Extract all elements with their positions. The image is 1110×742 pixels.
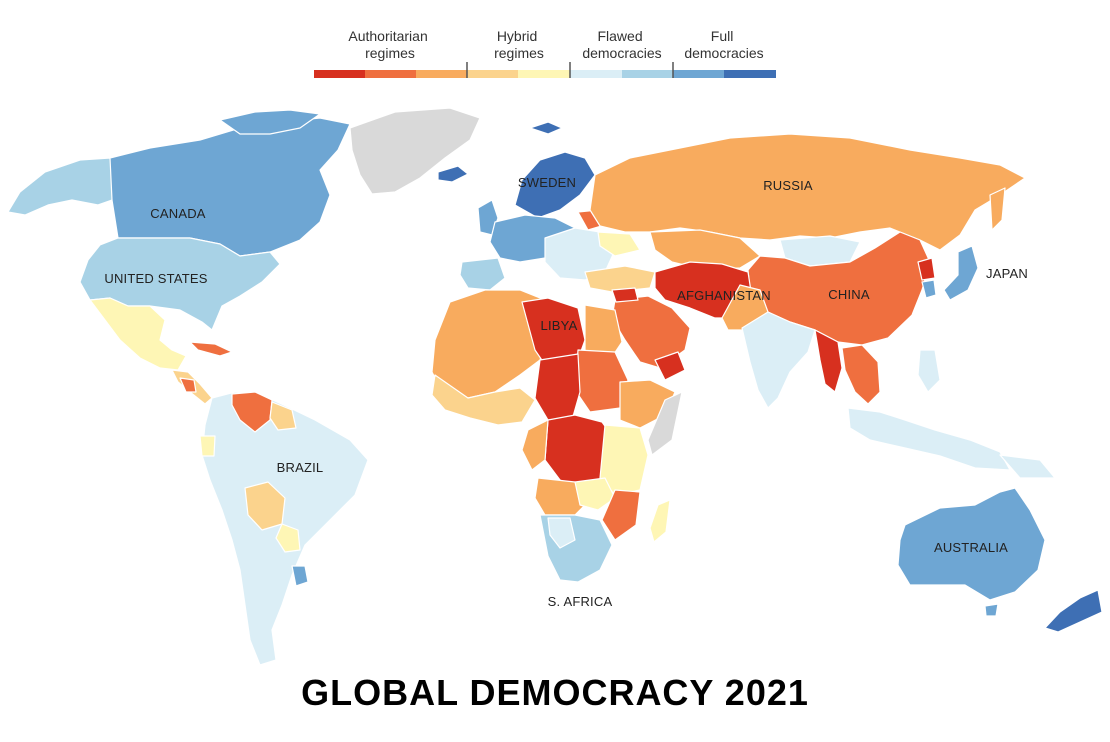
legend-label-hybrid: Hybrid regimes [494,28,544,61]
label-brazil: BRAZIL [277,460,324,475]
region-australia [897,487,1046,601]
legend-label-full-line2: democracies [684,45,763,61]
legend-swatch-9 [724,70,776,78]
legend-swatch-3 [416,70,467,78]
region-united-states [79,237,281,331]
region-japan [943,245,979,301]
region-egypt [584,304,623,361]
region-zambia [574,477,616,511]
region-north-africa-west [431,289,551,399]
region-scandinavia [514,151,596,219]
region-ecuador [199,435,216,457]
legend-swatch-8 [673,70,724,78]
region-philippines [917,349,941,393]
label-s-africa: S. AFRICA [548,594,613,609]
region-guianas [269,401,297,431]
region-turkey [584,265,656,293]
landmasses [7,107,1103,666]
map-labels: CANADA UNITED STATES BRAZIL SWEDEN RUSSI… [104,175,1028,609]
legend-swatch-1 [314,70,365,78]
legend-dividers [466,62,674,78]
region-central-west [521,419,549,471]
region-new-zealand [1044,589,1103,633]
region-uruguay [291,565,309,587]
region-mexico [89,297,187,371]
legend-label-authoritarian: Authoritarian regimes [348,28,431,61]
legend-swatch-4 [467,70,518,78]
region-png [999,454,1056,479]
label-united-states: UNITED STATES [104,271,207,286]
legend-label-flawed: Flawed democracies [582,28,661,61]
region-greenland [349,107,481,195]
legend-swatch-6 [570,70,622,78]
page-title: GLOBAL DEMOCRACY 2021 [301,672,809,713]
region-se-asia-islands [847,407,1011,471]
region-south-korea [921,279,937,299]
label-libya: LIBYA [541,318,578,333]
region-se-asia-mainland [841,344,881,405]
region-east-africa [599,424,649,496]
legend-swatch-2 [365,70,416,78]
region-mozambique [601,489,641,541]
region-iceland [437,165,469,183]
legend-label-hybrid-line2: regimes [494,45,544,61]
label-canada: CANADA [150,206,206,221]
region-venezuela [231,391,273,433]
region-somalia [647,391,683,456]
legend-label-full-line1: Full [711,28,734,44]
region-north-korea [917,257,936,281]
legend-label-authoritarian-line1: Authoritarian [348,28,427,44]
region-canada-islands [219,109,321,135]
region-nicaragua [179,377,197,393]
label-russia: RUSSIA [763,178,813,193]
region-iberia [459,257,506,291]
region-russia [589,133,1026,251]
label-australia: AUSTRALIA [934,540,1008,555]
legend-label-hybrid-line1: Hybrid [497,28,537,44]
legend-label-flawed-line1: Flawed [597,28,642,44]
region-paraguay [275,523,301,553]
label-japan: JAPAN [986,266,1028,281]
region-alaska [7,157,119,216]
legend: Authoritarian regimes Hybrid regimes Fla… [314,28,776,78]
region-cuba [189,341,233,357]
region-chad-car [534,353,581,421]
region-syria [611,287,639,303]
legend-swatch-7 [622,70,673,78]
region-kamchatka [989,187,1006,231]
region-myanmar [814,329,843,393]
region-tasmania [984,603,999,617]
legend-label-full: Full democracies [684,28,763,61]
legend-swatch-5 [518,70,570,78]
region-canada [109,117,351,257]
region-kazakhstan [649,229,761,271]
region-svalbard [529,121,563,135]
legend-color-bar [314,70,776,78]
legend-label-flawed-line2: democracies [582,45,661,61]
region-ukraine [597,231,641,257]
region-india [741,311,816,409]
label-sweden: SWEDEN [518,175,576,190]
region-south-africa-interior [547,517,576,549]
label-afghanistan: AFGHANISTAN [677,288,771,303]
region-madagascar [649,499,671,543]
legend-label-authoritarian-line2: regimes [365,45,415,61]
region-west-africa [431,374,536,426]
label-china: CHINA [828,287,870,302]
region-yemen [654,351,686,381]
